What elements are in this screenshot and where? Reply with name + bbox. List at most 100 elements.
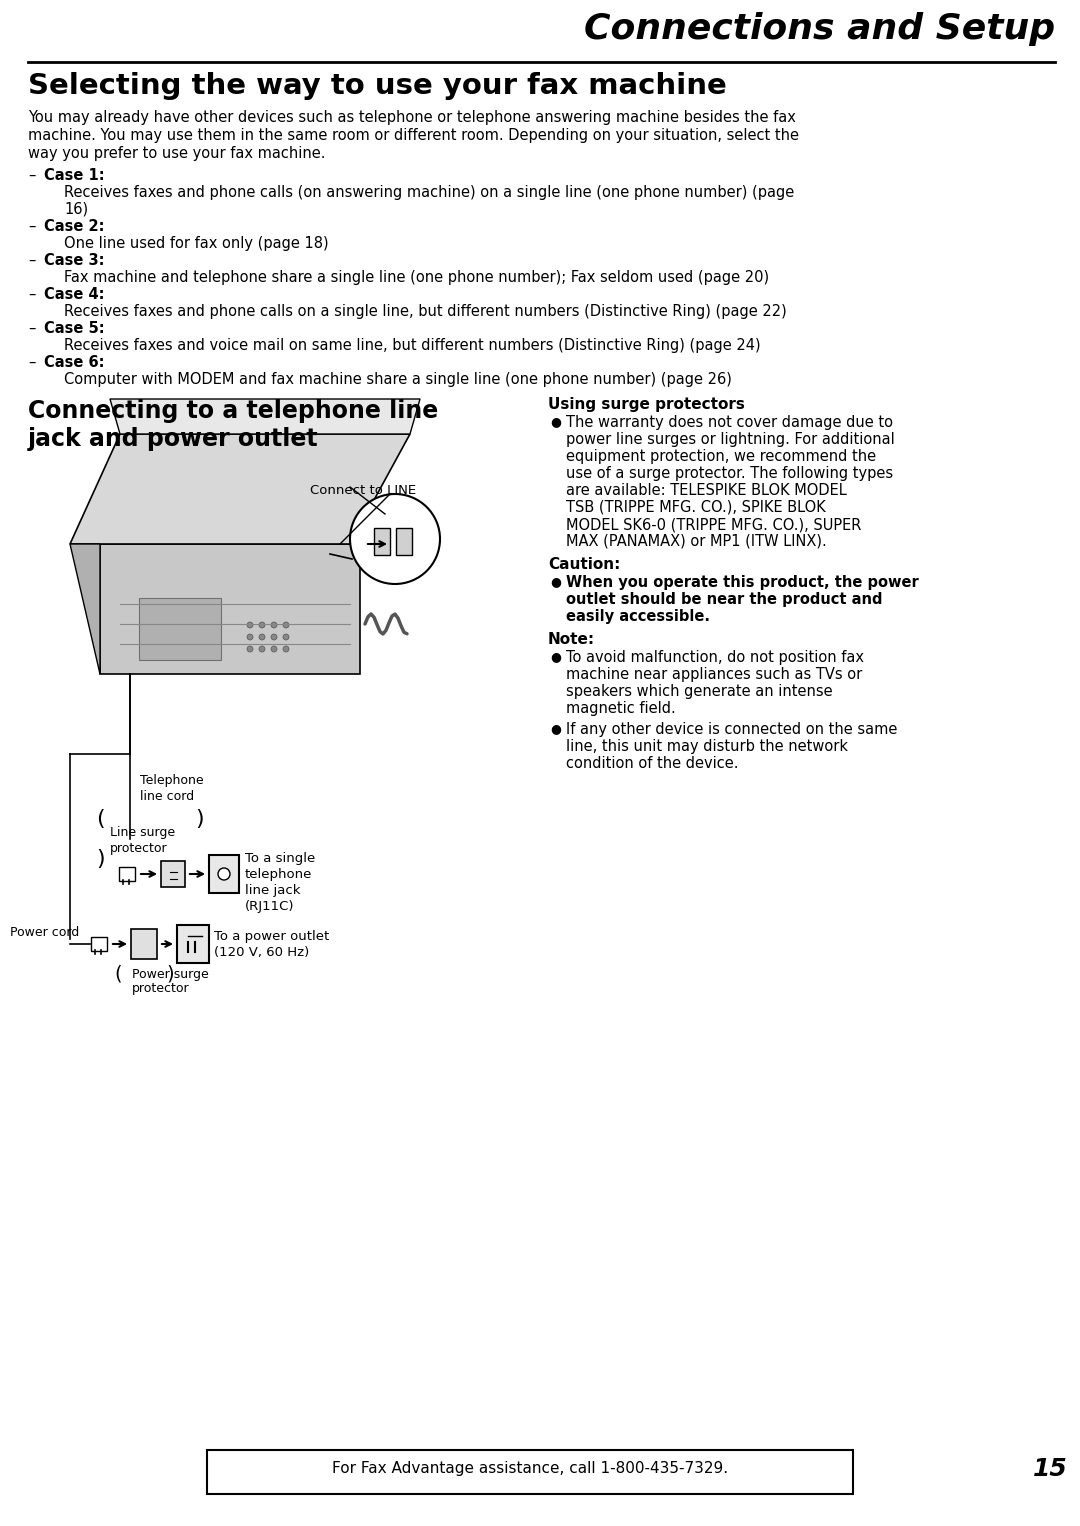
Circle shape <box>259 633 265 639</box>
Text: –: – <box>28 220 36 233</box>
Text: Power cord: Power cord <box>10 926 79 938</box>
Text: ): ) <box>166 964 174 983</box>
Text: line cord: line cord <box>140 790 194 803</box>
Circle shape <box>259 623 265 629</box>
FancyBboxPatch shape <box>131 929 157 958</box>
Text: MODEL SK6-0 (TRIPPE MFG. CO.), SUPER: MODEL SK6-0 (TRIPPE MFG. CO.), SUPER <box>566 517 862 533</box>
Text: To avoid malfunction, do not position fax: To avoid malfunction, do not position fa… <box>566 650 864 665</box>
Text: ●: ● <box>550 650 561 662</box>
FancyBboxPatch shape <box>210 855 239 893</box>
Text: jack and power outlet: jack and power outlet <box>28 427 319 452</box>
Text: 16): 16) <box>64 201 89 217</box>
Text: Receives faxes and voice mail on same line, but different numbers (Distinctive R: Receives faxes and voice mail on same li… <box>64 337 760 353</box>
Text: line, this unit may disturb the network: line, this unit may disturb the network <box>566 739 848 754</box>
Text: MAX (PANAMAX) or MP1 (ITW LINX).: MAX (PANAMAX) or MP1 (ITW LINX). <box>566 534 827 549</box>
FancyBboxPatch shape <box>207 1450 853 1494</box>
Text: Telephone: Telephone <box>140 774 204 787</box>
Text: TSB (TRIPPE MFG. CO.), SPIKE BLOK: TSB (TRIPPE MFG. CO.), SPIKE BLOK <box>566 501 826 514</box>
Text: (RJ11C): (RJ11C) <box>245 900 295 913</box>
Text: Receives faxes and phone calls on a single line, but different numbers (Distinct: Receives faxes and phone calls on a sing… <box>64 304 786 319</box>
Text: To a single: To a single <box>245 852 315 865</box>
Text: –: – <box>28 168 36 183</box>
Polygon shape <box>70 543 100 674</box>
Text: magnetic field.: magnetic field. <box>566 700 676 716</box>
Text: ): ) <box>195 809 204 829</box>
Circle shape <box>271 645 276 652</box>
Circle shape <box>247 623 253 629</box>
Text: ●: ● <box>550 722 561 736</box>
Text: 15: 15 <box>1032 1457 1067 1482</box>
FancyBboxPatch shape <box>139 598 221 661</box>
Text: are available: TELESPIKE BLOK MODEL: are available: TELESPIKE BLOK MODEL <box>566 484 847 497</box>
Text: (: ( <box>114 964 122 983</box>
Circle shape <box>247 633 253 639</box>
Text: When you operate this product, the power: When you operate this product, the power <box>566 575 919 591</box>
Text: Line surge: Line surge <box>110 826 175 839</box>
Circle shape <box>283 633 289 639</box>
Text: Note:: Note: <box>548 632 595 647</box>
Text: (: ( <box>96 809 105 829</box>
Text: protector: protector <box>132 983 190 995</box>
Text: For Fax Advantage assistance, call 1-800-435-7329.: For Fax Advantage assistance, call 1-800… <box>332 1462 728 1477</box>
Text: The warranty does not cover damage due to: The warranty does not cover damage due t… <box>566 415 893 430</box>
Text: machine near appliances such as TVs or: machine near appliances such as TVs or <box>566 667 862 682</box>
Text: line jack: line jack <box>245 884 300 897</box>
Text: You may already have other devices such as telephone or telephone answering mach: You may already have other devices such … <box>28 110 796 125</box>
Text: Caution:: Caution: <box>548 557 620 572</box>
Text: power line surges or lightning. For additional: power line surges or lightning. For addi… <box>566 432 894 447</box>
FancyBboxPatch shape <box>374 528 390 555</box>
Text: use of a surge protector. The following types: use of a surge protector. The following … <box>566 465 893 481</box>
Text: Connections and Setup: Connections and Setup <box>584 12 1055 46</box>
Text: machine. You may use them in the same room or different room. Depending on your : machine. You may use them in the same ro… <box>28 128 799 143</box>
Text: easily accessible.: easily accessible. <box>566 609 710 624</box>
FancyBboxPatch shape <box>161 861 185 887</box>
Circle shape <box>218 868 230 881</box>
Text: –: – <box>28 356 36 369</box>
Circle shape <box>283 645 289 652</box>
Text: –: – <box>28 320 36 336</box>
Text: Selecting the way to use your fax machine: Selecting the way to use your fax machin… <box>28 72 727 101</box>
Text: telephone: telephone <box>245 868 312 881</box>
FancyBboxPatch shape <box>177 925 210 963</box>
Text: If any other device is connected on the same: If any other device is connected on the … <box>566 722 897 737</box>
Text: protector: protector <box>110 842 167 855</box>
Circle shape <box>271 623 276 629</box>
Text: Case 5:: Case 5: <box>44 320 105 336</box>
Text: Fax machine and telephone share a single line (one phone number); Fax seldom use: Fax machine and telephone share a single… <box>64 270 769 285</box>
Circle shape <box>283 623 289 629</box>
Text: Case 4:: Case 4: <box>44 287 105 302</box>
FancyBboxPatch shape <box>100 543 360 674</box>
Text: Connecting to a telephone line: Connecting to a telephone line <box>28 398 438 423</box>
Text: One line used for fax only (page 18): One line used for fax only (page 18) <box>64 237 328 250</box>
Text: outlet should be near the product and: outlet should be near the product and <box>566 592 882 607</box>
Text: ●: ● <box>550 415 561 427</box>
Circle shape <box>247 645 253 652</box>
Text: condition of the device.: condition of the device. <box>566 755 739 771</box>
Text: Using surge protectors: Using surge protectors <box>548 397 745 412</box>
FancyBboxPatch shape <box>119 867 135 881</box>
Polygon shape <box>70 433 410 543</box>
Text: way you prefer to use your fax machine.: way you prefer to use your fax machine. <box>28 146 325 162</box>
Text: (120 V, 60 Hz): (120 V, 60 Hz) <box>214 946 309 958</box>
Text: Case 6:: Case 6: <box>44 356 105 369</box>
FancyBboxPatch shape <box>91 937 107 951</box>
Text: equipment protection, we recommend the: equipment protection, we recommend the <box>566 449 876 464</box>
FancyBboxPatch shape <box>396 528 411 555</box>
Text: ●: ● <box>550 575 561 588</box>
Text: Case 1:: Case 1: <box>44 168 105 183</box>
Text: Connect to LINE: Connect to LINE <box>310 484 416 497</box>
Text: Case 3:: Case 3: <box>44 253 105 269</box>
Text: Case 2:: Case 2: <box>44 220 105 233</box>
Text: Receives faxes and phone calls (on answering machine) on a single line (one phon: Receives faxes and phone calls (on answe… <box>64 185 794 200</box>
Circle shape <box>271 633 276 639</box>
Text: Computer with MODEM and fax machine share a single line (one phone number) (page: Computer with MODEM and fax machine shar… <box>64 372 732 388</box>
Circle shape <box>259 645 265 652</box>
Text: –: – <box>28 287 36 302</box>
Text: To a power outlet: To a power outlet <box>214 929 329 943</box>
Text: speakers which generate an intense: speakers which generate an intense <box>566 684 833 699</box>
Polygon shape <box>110 398 420 433</box>
Text: –: – <box>28 253 36 269</box>
Circle shape <box>350 494 440 584</box>
Text: ): ) <box>96 848 105 868</box>
Text: Power surge: Power surge <box>132 967 208 981</box>
